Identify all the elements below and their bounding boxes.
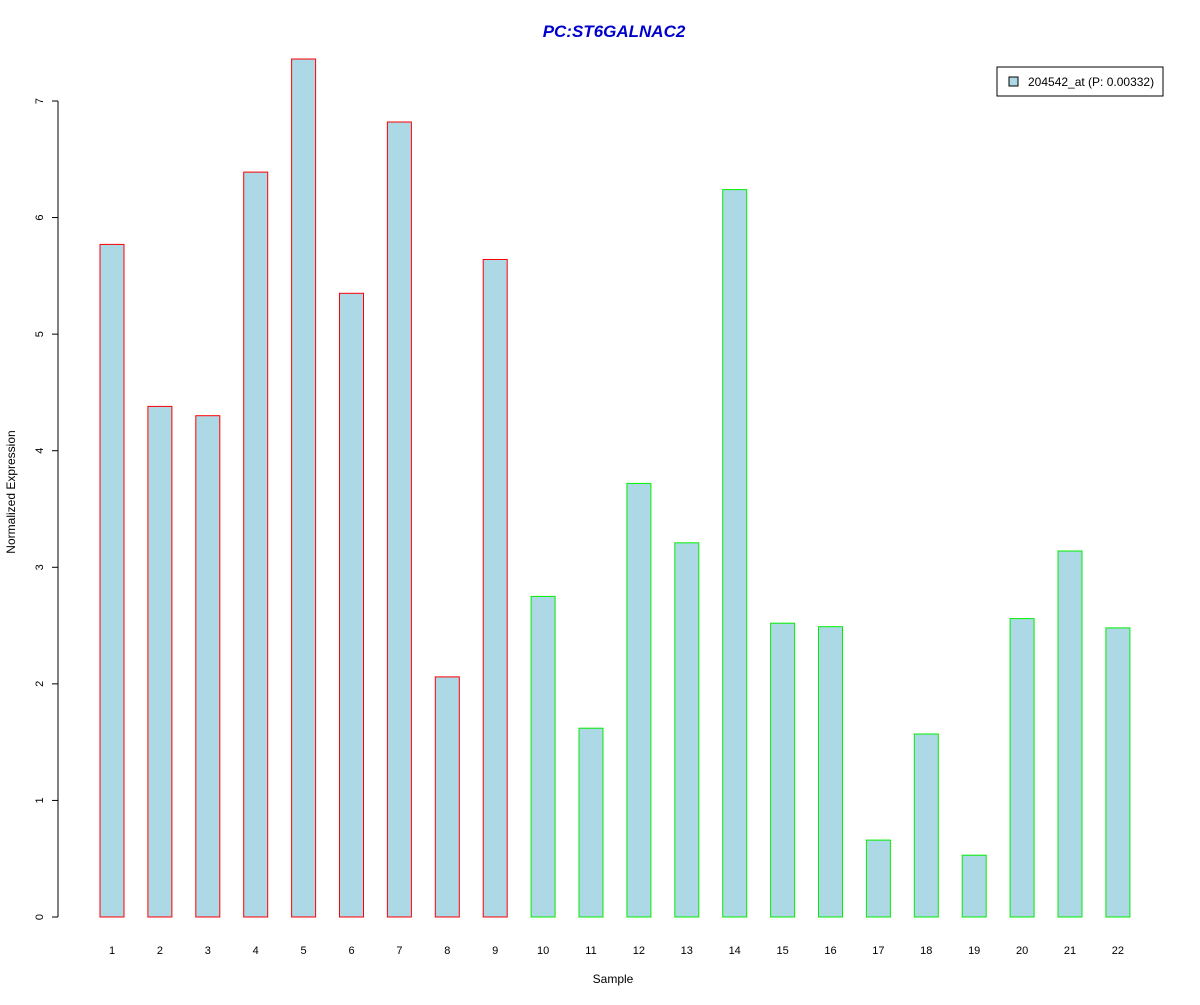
x-tick-label: 2 [157, 945, 163, 957]
legend-box [996, 66, 1164, 97]
x-tick-label: 16 [824, 945, 836, 957]
x-tick-labels: 1 2 3 4 5 6 7 8 9 10 11 12 13 14 15 16 17 18 19 20 21 22 [109, 945, 1124, 957]
x-tick-label: 13 [681, 945, 693, 957]
bar [674, 542, 700, 918]
x-tick-label: 3 [205, 945, 211, 957]
x-tick-label: 22 [1112, 945, 1124, 957]
y-tick-label: 5 [34, 331, 46, 337]
bar [339, 292, 364, 918]
x-axis-label: Sample [593, 972, 634, 986]
bar [913, 733, 939, 918]
x-tick-label: 19 [968, 945, 980, 957]
x-tick-label: 15 [776, 945, 788, 957]
x-tick-label: 9 [492, 945, 498, 957]
bar [482, 259, 508, 918]
x-tick-label: 17 [872, 945, 884, 957]
bar [147, 405, 173, 918]
legend-swatch [1008, 76, 1019, 87]
bar [291, 58, 317, 918]
bar [1105, 627, 1131, 918]
x-tick-label: 20 [1016, 945, 1028, 957]
x-tick-label: 8 [444, 945, 450, 957]
x-tick-label: 7 [396, 945, 402, 957]
bar [818, 626, 843, 918]
y-axis: 0 1 2 3 4 5 6 7 [34, 98, 59, 920]
bar [99, 243, 125, 918]
bar [243, 171, 269, 918]
x-tick-label: 12 [633, 945, 645, 957]
x-tick-label: 5 [301, 945, 307, 957]
bar [195, 415, 221, 918]
x-tick-label: 18 [920, 945, 932, 957]
bar [530, 595, 556, 918]
x-tick-label: 6 [348, 945, 354, 957]
legend: 204542_at (P: 0.00332) [996, 66, 1164, 97]
y-tick-label: 2 [34, 681, 46, 687]
bar [434, 676, 460, 918]
x-tick-label: 10 [537, 945, 549, 957]
x-tick-label: 14 [729, 945, 741, 957]
y-tick-label: 1 [34, 797, 46, 803]
y-tick-label: 6 [34, 215, 46, 221]
bars-group [99, 58, 1131, 918]
bar [865, 839, 891, 918]
bar [386, 121, 412, 918]
y-tick-label: 7 [34, 98, 46, 104]
bar [1009, 618, 1035, 918]
bar [770, 622, 796, 918]
legend-label: 204542_at (P: 0.00332) [1028, 75, 1154, 89]
bar [578, 727, 604, 918]
y-axis-label: Normalized Expression [4, 430, 18, 553]
bar [626, 482, 652, 918]
y-tick-label: 4 [34, 448, 46, 454]
x-tick-label: 21 [1064, 945, 1076, 957]
y-tick-label: 0 [34, 914, 46, 920]
bar [961, 854, 987, 918]
bar [722, 189, 748, 918]
x-tick-label: 4 [253, 945, 259, 957]
chart-title: PC:ST6GALNAC2 [543, 22, 686, 41]
x-tick-label: 1 [109, 945, 115, 957]
x-tick-label: 11 [585, 945, 596, 957]
bar [1057, 550, 1083, 918]
y-tick-label: 3 [34, 564, 46, 570]
